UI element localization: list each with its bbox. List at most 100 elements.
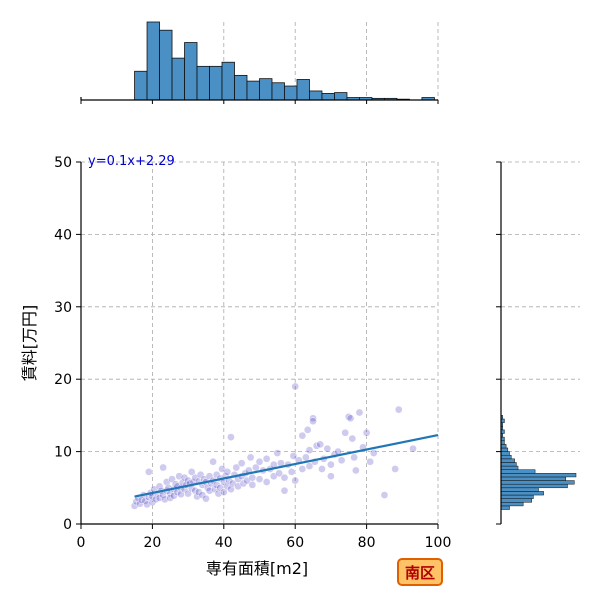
scatter-point [289, 452, 298, 460]
top-hist-bar [196, 65, 210, 101]
scatter-point [209, 457, 217, 466]
x-tick-label: 100 [425, 535, 452, 551]
right-hist-bar [500, 505, 510, 510]
region-badge-box [397, 558, 443, 586]
top-hist-bar [184, 42, 198, 101]
scatter-point [350, 453, 358, 462]
scatter-point [144, 468, 153, 476]
scatter-points [130, 382, 417, 510]
scatter-point [352, 466, 360, 475]
scatter-point [280, 473, 289, 482]
scatter-point [337, 456, 346, 465]
scatter-point [202, 494, 210, 503]
top-hist-bar [271, 82, 285, 101]
top-hist-bar [159, 29, 173, 101]
top-marginal-histogram [80, 21, 439, 104]
right-hist-bar [500, 462, 517, 467]
top-hist-bar [334, 92, 348, 101]
right-hist-bar [500, 480, 575, 485]
scatter-point [232, 463, 241, 472]
scatter-point [159, 463, 167, 472]
scatter-point [248, 481, 257, 489]
regression-line [134, 433, 439, 498]
scatter-point [291, 382, 300, 391]
right-hist-bar [500, 469, 536, 474]
scatter-point [155, 482, 164, 491]
right-marginal-histogram [496, 161, 580, 525]
scatter-point [327, 460, 335, 469]
scatter-point [327, 472, 335, 481]
scatter-point [355, 408, 364, 417]
regression-equation-label: y=0.1x+2.29 [88, 154, 175, 169]
scatter-point [394, 405, 403, 414]
right-hist-bar [500, 487, 539, 492]
axes: 0 20 40 60 80 100 0 10 20 30 40 50 [54, 155, 451, 551]
right-hist-bar [500, 473, 577, 478]
x-tick-label: 0 [77, 535, 86, 551]
y-tick-label: 40 [54, 227, 72, 243]
top-hist-bar [296, 79, 310, 101]
scatter-point [273, 449, 282, 457]
right-hist-bar [500, 458, 515, 463]
y-tick-label: 10 [54, 445, 72, 461]
top-hist-bar [246, 80, 260, 101]
top-hist-bar [259, 78, 273, 101]
top-hist-bar [309, 90, 323, 101]
scatter-point [318, 465, 326, 473]
scatter-point [219, 488, 228, 496]
scatter-point [298, 465, 307, 473]
region-badge: 南区 [397, 558, 443, 586]
scatter-point [341, 428, 350, 437]
scatter-point [187, 468, 196, 476]
top-hist-bar [146, 21, 160, 101]
y-tick-label: 0 [63, 517, 72, 533]
scatter-point [227, 485, 235, 494]
y-axis-label: 賃料[万円] [20, 305, 39, 382]
top-hist-bar [321, 93, 335, 101]
right-hist-bar [500, 451, 510, 456]
scatter-point [391, 465, 400, 473]
scatter-point [409, 444, 417, 453]
right-hist-bar [500, 454, 512, 460]
right-hist-bar [500, 465, 519, 470]
right-hist-bar [500, 494, 534, 499]
y-tick-label: 50 [54, 155, 72, 171]
x-tick-label: 20 [143, 535, 161, 551]
right-hist-bar [500, 476, 567, 481]
scatter-point [291, 476, 300, 485]
scatter-point [362, 428, 371, 437]
scatter-point [248, 473, 257, 482]
top-hist-bar [234, 74, 248, 101]
scatter-point [380, 491, 389, 499]
top-hist-bar [284, 85, 298, 101]
scatter-point [348, 434, 357, 443]
scatter-point [280, 486, 289, 495]
x-tick-label: 40 [215, 535, 233, 551]
scatter-point [369, 449, 378, 457]
right-hist-bar [500, 502, 524, 507]
scatter-point [275, 469, 283, 478]
right-hist-bar [500, 498, 532, 503]
scatter-point [287, 468, 296, 476]
scatter-point [316, 440, 325, 449]
scatter-point [255, 475, 264, 483]
scatter-point [255, 457, 264, 466]
scatter-point [305, 446, 314, 455]
scatter-point [237, 459, 246, 468]
scatter-point [246, 453, 255, 462]
right-hist-bar [500, 483, 568, 489]
scatter-point [346, 414, 355, 423]
scatter-point [309, 417, 317, 426]
top-hist-bar [221, 61, 235, 101]
top-hist-bar [171, 57, 185, 101]
x-axis-label: 専有面積[m2] [206, 559, 308, 578]
x-tick-label: 80 [358, 535, 376, 551]
scatter-point [298, 431, 307, 440]
scatter-point [227, 433, 235, 441]
x-tick-label: 60 [286, 535, 304, 551]
scatter-point [302, 453, 310, 462]
y-tick-label: 20 [54, 372, 72, 388]
scatter-point [323, 444, 332, 453]
y-tick-label: 30 [54, 300, 72, 316]
